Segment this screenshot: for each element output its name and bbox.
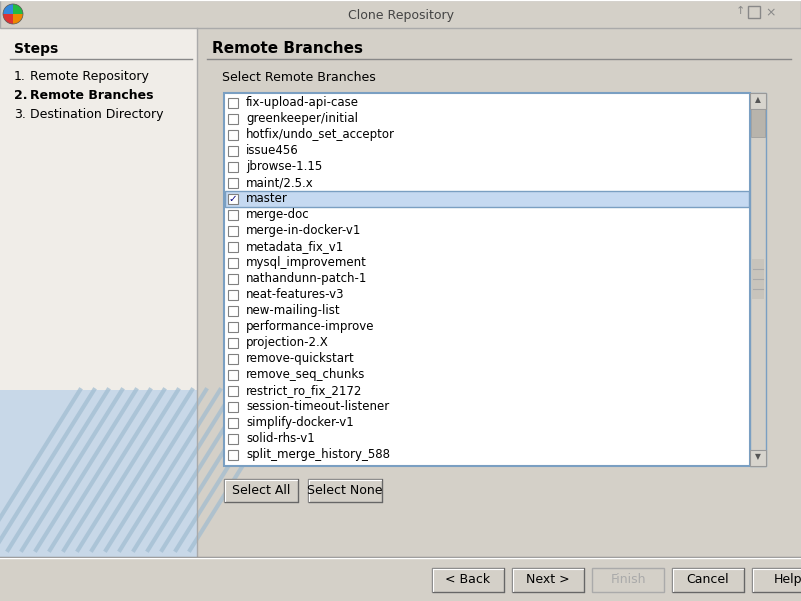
Bar: [228, 370, 238, 380]
Text: solid-rhs-v1: solid-rhs-v1: [246, 432, 315, 445]
Text: ✓: ✓: [228, 194, 237, 204]
Bar: [228, 194, 238, 204]
Text: master: master: [246, 192, 288, 205]
Bar: [228, 402, 238, 412]
Wedge shape: [13, 4, 23, 14]
Bar: [0, 558, 801, 601]
Bar: [228, 354, 238, 364]
Text: new-mailing-list: new-mailing-list: [246, 304, 340, 317]
Bar: [228, 450, 238, 460]
Bar: [228, 434, 238, 444]
Text: Steps: Steps: [14, 42, 58, 56]
Text: simplify-docker-v1: simplify-docker-v1: [246, 416, 354, 429]
Bar: [228, 258, 238, 268]
Bar: [748, 6, 760, 18]
Bar: [228, 162, 238, 172]
Text: mysql_improvement: mysql_improvement: [246, 256, 367, 269]
Bar: [228, 386, 238, 396]
Bar: [197, 28, 801, 557]
Bar: [228, 306, 238, 316]
Text: restrict_ro_fix_2172: restrict_ro_fix_2172: [246, 384, 362, 397]
Text: ▼: ▼: [755, 452, 761, 461]
Bar: [752, 568, 801, 592]
Bar: [750, 93, 766, 466]
Bar: [225, 191, 749, 207]
Bar: [0, 28, 197, 601]
Text: Select Remote Branches: Select Remote Branches: [222, 71, 376, 84]
Text: Select None: Select None: [308, 484, 383, 497]
Text: Finish: Finish: [610, 573, 646, 586]
Bar: [672, 568, 744, 592]
Bar: [228, 338, 238, 348]
Bar: [228, 114, 238, 124]
Bar: [228, 242, 238, 252]
Text: remove_seq_chunks: remove_seq_chunks: [246, 368, 365, 381]
Bar: [228, 226, 238, 236]
Text: 3.: 3.: [14, 108, 26, 121]
Text: projection-2.X: projection-2.X: [246, 336, 328, 349]
Text: Clone Repository: Clone Repository: [348, 8, 454, 22]
Bar: [0, 390, 197, 557]
Wedge shape: [13, 14, 23, 24]
Text: metadata_fix_v1: metadata_fix_v1: [246, 240, 344, 253]
Bar: [224, 93, 750, 466]
Text: Select All: Select All: [231, 484, 290, 497]
Wedge shape: [3, 14, 13, 24]
Text: < Back: < Back: [445, 573, 490, 586]
Text: neat-features-v3: neat-features-v3: [246, 288, 344, 301]
Text: Destination Directory: Destination Directory: [30, 108, 163, 121]
Bar: [228, 290, 238, 300]
Bar: [750, 93, 766, 109]
Text: merge-doc: merge-doc: [246, 208, 310, 221]
Bar: [432, 568, 504, 592]
Bar: [228, 178, 238, 188]
Text: performance-improve: performance-improve: [246, 320, 375, 333]
Bar: [224, 479, 298, 502]
Bar: [752, 259, 764, 299]
Text: 2.: 2.: [14, 89, 27, 102]
Bar: [228, 210, 238, 220]
Bar: [512, 568, 584, 592]
Text: 1.: 1.: [14, 70, 26, 83]
Text: maint/2.5.x: maint/2.5.x: [246, 176, 314, 189]
Bar: [750, 450, 766, 466]
Text: Remote Branches: Remote Branches: [30, 89, 154, 102]
Bar: [592, 568, 664, 592]
Bar: [228, 130, 238, 140]
Text: hotfix/undo_set_acceptor: hotfix/undo_set_acceptor: [246, 128, 395, 141]
Bar: [308, 479, 382, 502]
Bar: [228, 418, 238, 428]
Bar: [751, 109, 765, 137]
Text: fix-upload-api-case: fix-upload-api-case: [246, 96, 359, 109]
Bar: [228, 322, 238, 332]
Bar: [228, 98, 238, 108]
Text: merge-in-docker-v1: merge-in-docker-v1: [246, 224, 361, 237]
Text: Cancel: Cancel: [686, 573, 730, 586]
Bar: [228, 274, 238, 284]
Text: nathandunn-patch-1: nathandunn-patch-1: [246, 272, 368, 285]
Text: ▲: ▲: [755, 95, 761, 104]
Bar: [0, 0, 801, 28]
Text: remove-quickstart: remove-quickstart: [246, 352, 355, 365]
Bar: [228, 146, 238, 156]
Wedge shape: [3, 4, 13, 14]
Text: Next >: Next >: [526, 573, 570, 586]
Text: jbrowse-1.15: jbrowse-1.15: [246, 160, 322, 173]
Text: Remote Repository: Remote Repository: [30, 70, 149, 83]
Text: split_merge_history_588: split_merge_history_588: [246, 448, 390, 461]
Text: ↑: ↑: [736, 6, 746, 16]
Text: issue456: issue456: [246, 144, 299, 157]
Text: session-timeout-listener: session-timeout-listener: [246, 400, 389, 413]
Text: Remote Branches: Remote Branches: [212, 41, 363, 56]
Text: greenkeeper/initial: greenkeeper/initial: [246, 112, 358, 125]
Text: Help: Help: [774, 573, 801, 586]
Text: ×: ×: [765, 6, 775, 19]
